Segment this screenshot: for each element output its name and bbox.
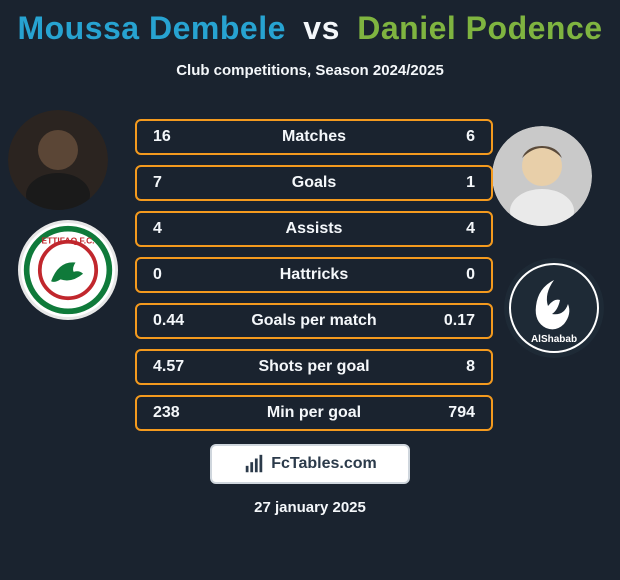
site-badge: FcTables.com — [210, 444, 410, 484]
stat-label: Goals per match — [197, 312, 431, 330]
title-player1: Moussa Dembele — [17, 10, 285, 46]
club-left-logo: ETTIFAQ F.C. — [18, 220, 118, 320]
stat-row: 4Assists4 — [135, 211, 493, 247]
stat-right-value: 0 — [431, 266, 475, 284]
stat-label: Min per goal — [197, 404, 431, 422]
title: Moussa Dembele vs Daniel Podence — [0, 10, 620, 47]
subtitle: Club competitions, Season 2024/2025 — [0, 62, 620, 79]
club-badge-icon: AlShabab — [504, 258, 604, 358]
svg-text:ETTIFAQ F.C.: ETTIFAQ F.C. — [41, 236, 94, 246]
stat-right-value: 0.17 — [431, 312, 475, 330]
stat-left-value: 0.44 — [153, 312, 197, 330]
club-right-logo: AlShabab — [504, 258, 604, 358]
site-name: FcTables.com — [271, 455, 377, 473]
stat-row: 0.44Goals per match0.17 — [135, 303, 493, 339]
chart-icon — [243, 453, 265, 475]
comparison-infographic: Moussa Dembele vs Daniel Podence Club co… — [0, 0, 620, 580]
stat-label: Matches — [197, 128, 431, 146]
stat-right-value: 8 — [431, 358, 475, 376]
stat-label: Shots per goal — [197, 358, 431, 376]
stat-label: Assists — [197, 220, 431, 238]
stat-table: 16Matches6 7Goals1 4Assists4 0Hattricks0 0.4… — [135, 119, 493, 441]
footer-date: 27 january 2025 — [0, 499, 620, 516]
stat-row: 0Hattricks0 — [135, 257, 493, 293]
stat-left-value: 238 — [153, 404, 197, 422]
title-player2: Daniel Podence — [357, 10, 602, 46]
stat-label: Hattricks — [197, 266, 431, 284]
stat-right-value: 6 — [431, 128, 475, 146]
avatar-icon — [8, 110, 108, 210]
stat-right-value: 4 — [431, 220, 475, 238]
title-vs: vs — [303, 10, 340, 46]
club-badge-icon: ETTIFAQ F.C. — [21, 223, 115, 317]
stat-left-value: 4.57 — [153, 358, 197, 376]
stat-right-value: 794 — [431, 404, 475, 422]
stat-row: 238Min per goal794 — [135, 395, 493, 431]
stat-right-value: 1 — [431, 174, 475, 192]
stat-row: 16Matches6 — [135, 119, 493, 155]
stat-label: Goals — [197, 174, 431, 192]
player-left-avatar — [8, 110, 108, 210]
stat-row: 4.57Shots per goal8 — [135, 349, 493, 385]
stat-left-value: 0 — [153, 266, 197, 284]
stat-left-value: 7 — [153, 174, 197, 192]
stat-left-value: 4 — [153, 220, 197, 238]
avatar-icon — [492, 126, 592, 226]
stat-left-value: 16 — [153, 128, 197, 146]
stat-row: 7Goals1 — [135, 165, 493, 201]
player-right-avatar — [492, 126, 592, 226]
svg-text:AlShabab: AlShabab — [531, 334, 577, 345]
